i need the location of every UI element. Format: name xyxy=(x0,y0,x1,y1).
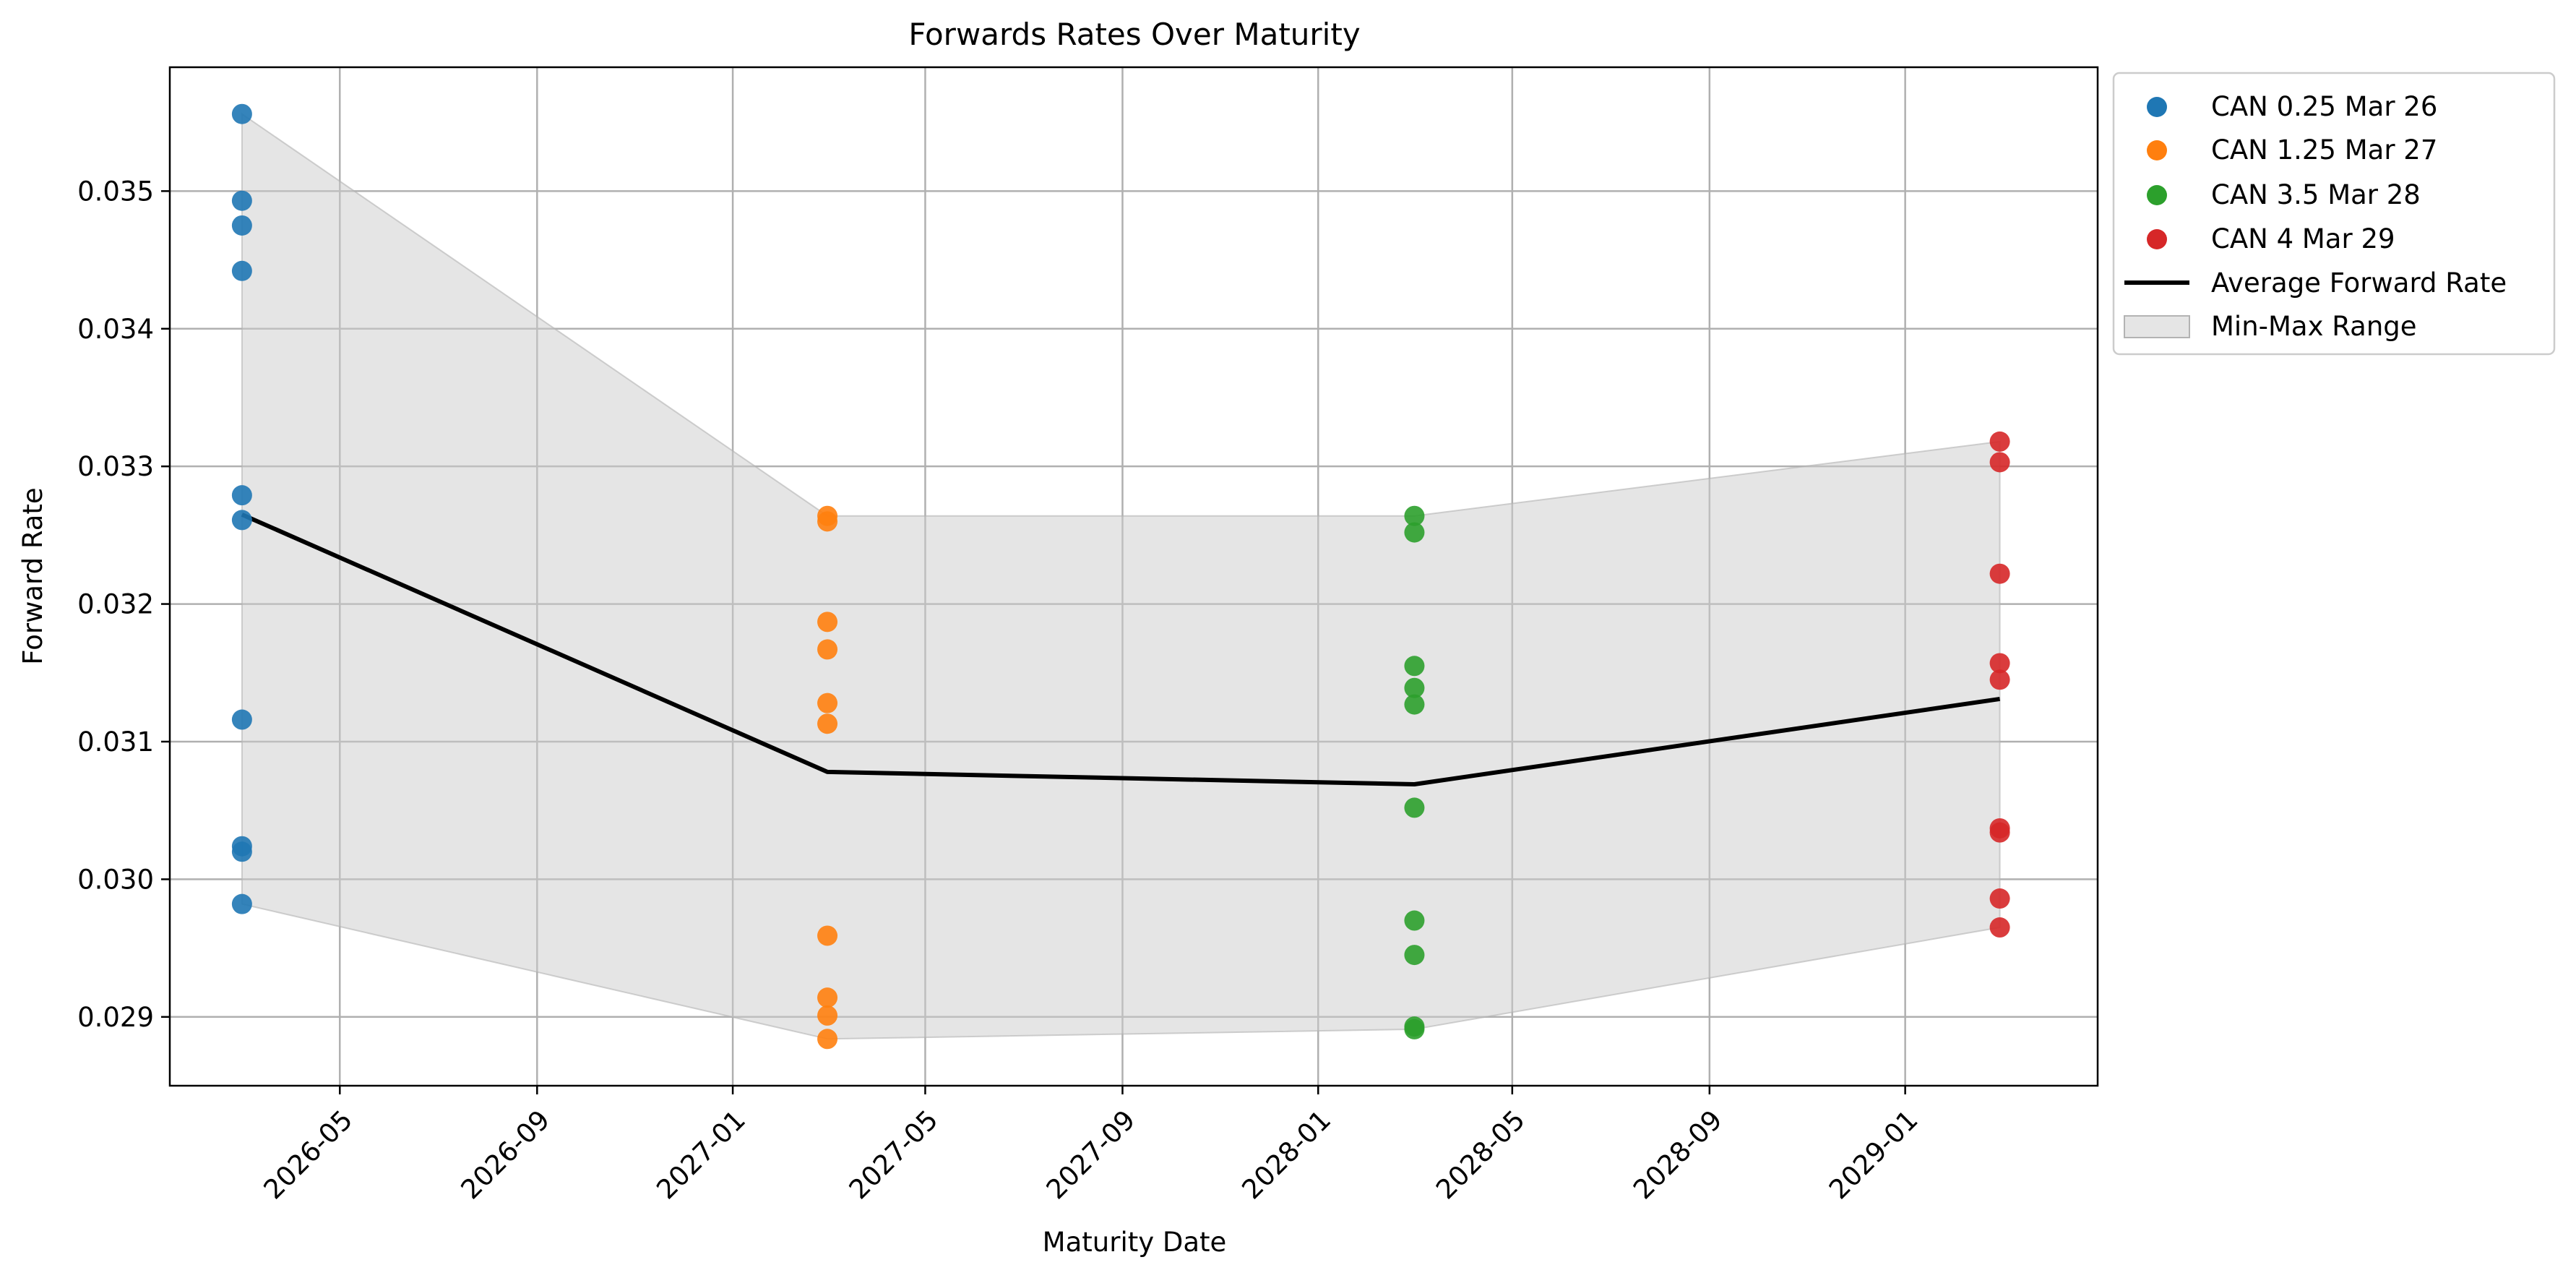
series-can-4-mar-29 xyxy=(1989,431,2010,938)
data-point-can-3-5-mar-28 xyxy=(1404,656,1425,677)
data-point-can-1-25-mar-27 xyxy=(817,925,838,946)
data-point-can-3-5-mar-28 xyxy=(1404,677,1425,698)
y-tick-label: 0.031 xyxy=(77,726,154,758)
series-can-0-25-mar-26 xyxy=(231,103,252,914)
y-tick-label: 0.033 xyxy=(77,451,154,482)
y-tick-label: 0.034 xyxy=(77,314,154,345)
data-point-can-0-25-mar-26 xyxy=(231,893,252,914)
chart-title: Forwards Rates Over Maturity xyxy=(908,17,1360,52)
legend-label-can-4-mar-29: CAN 4 Mar 29 xyxy=(2211,223,2395,254)
data-point-can-0-25-mar-26 xyxy=(231,215,252,236)
data-point-can-1-25-mar-27 xyxy=(817,1029,838,1050)
data-point-can-1-25-mar-27 xyxy=(817,713,838,734)
y-tick-label: 0.030 xyxy=(77,864,154,895)
data-point-can-1-25-mar-27 xyxy=(817,692,838,713)
data-point-can-3-5-mar-28 xyxy=(1404,945,1425,966)
data-point-can-1-25-mar-27 xyxy=(817,1005,838,1026)
legend-marker-can-0-25-mar-26 xyxy=(2147,97,2167,117)
data-point-can-4-mar-29 xyxy=(1989,452,2010,473)
data-point-can-1-25-mar-27 xyxy=(817,987,838,1008)
data-point-can-4-mar-29 xyxy=(1989,888,2010,909)
legend-marker-can-3-5-mar-28 xyxy=(2147,185,2167,205)
data-point-can-1-25-mar-27 xyxy=(817,612,838,632)
data-point-can-1-25-mar-27 xyxy=(817,511,838,532)
legend-marker-can-4-mar-29 xyxy=(2147,229,2167,249)
data-point-can-4-mar-29 xyxy=(1989,917,2010,938)
data-point-can-3-5-mar-28 xyxy=(1404,522,1425,543)
data-point-can-1-25-mar-27 xyxy=(817,639,838,660)
data-point-can-0-25-mar-26 xyxy=(231,190,252,211)
data-point-can-0-25-mar-26 xyxy=(231,841,252,862)
x-axis-label: Maturity Date xyxy=(1043,1227,1227,1258)
data-point-can-3-5-mar-28 xyxy=(1404,910,1425,931)
legend-label-can-1-25-mar-27: CAN 1.25 Mar 27 xyxy=(2211,134,2437,166)
plot-frame xyxy=(168,66,2099,1087)
data-point-can-4-mar-29 xyxy=(1989,563,2010,584)
data-point-can-3-5-mar-28 xyxy=(1404,694,1425,715)
data-point-can-3-5-mar-28 xyxy=(1404,797,1425,818)
legend-frame xyxy=(2112,72,2556,356)
data-point-can-3-5-mar-28 xyxy=(1404,505,1425,526)
legend-label-average-forward-rate: Average Forward Rate xyxy=(2211,267,2507,299)
data-point-can-0-25-mar-26 xyxy=(231,260,252,281)
data-point-can-4-mar-29 xyxy=(1989,669,2010,690)
data-point-can-3-5-mar-28 xyxy=(1404,1018,1425,1039)
average-forward-rate-line xyxy=(241,513,2001,787)
legend-label-can-0-25-mar-26: CAN 0.25 Mar 26 xyxy=(2211,91,2437,122)
data-points xyxy=(231,103,2010,1050)
data-point-can-0-25-mar-26 xyxy=(231,103,252,124)
series-can-1-25-mar-27 xyxy=(817,505,838,1050)
y-axis-label: Forward Rate xyxy=(17,487,48,664)
data-point-can-0-25-mar-26 xyxy=(231,485,252,506)
legend: CAN 0.25 Mar 26 CAN 1.25 Mar 27 CAN 3.5 … xyxy=(2112,72,2556,356)
y-tick-label: 0.032 xyxy=(77,589,154,620)
legend-marker-min-max-range xyxy=(2124,315,2190,338)
y-axis-ticks: 0.029 0.030 0.031 0.032 0.033 0.034 0.035 xyxy=(77,176,170,1033)
data-point-can-0-25-mar-26 xyxy=(231,709,252,730)
data-point-can-4-mar-29 xyxy=(1989,822,2010,843)
average-forward-rate-path xyxy=(241,513,2001,787)
legend-marker-can-1-25-mar-27 xyxy=(2147,140,2167,160)
y-tick-label: 0.035 xyxy=(77,176,154,207)
series-can-3-5-mar-28 xyxy=(1404,505,1425,1039)
data-point-can-0-25-mar-26 xyxy=(231,510,252,531)
data-point-can-4-mar-29 xyxy=(1989,431,2010,452)
legend-label-min-max-range: Min-Max Range xyxy=(2211,311,2417,342)
legend-label-can-3-5-mar-28: CAN 3.5 Mar 28 xyxy=(2211,179,2421,210)
data-point-can-4-mar-29 xyxy=(1989,653,2010,674)
y-tick-label: 0.029 xyxy=(77,1002,154,1033)
